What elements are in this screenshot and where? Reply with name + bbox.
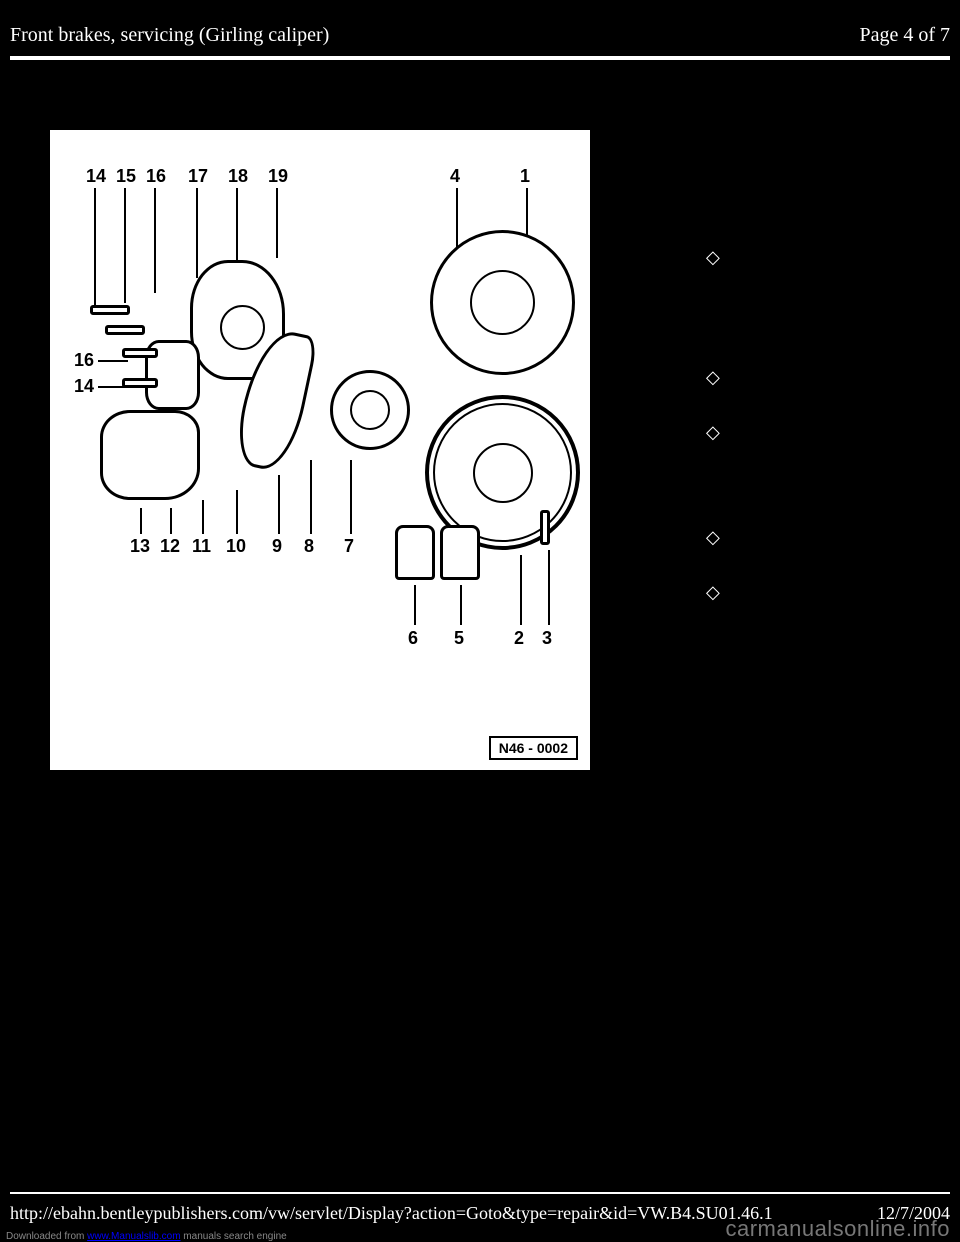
fig-num-15: 15 [116, 166, 136, 187]
screw [540, 510, 550, 545]
bolt [122, 378, 158, 388]
header-page: Page 4 of 7 [859, 24, 950, 47]
fig-num-11: 11 [192, 536, 211, 557]
leader [310, 460, 312, 534]
fig-num-1: 1 [520, 166, 530, 187]
figure-inner: 14 15 16 17 18 19 4 1 16 14 [50, 130, 590, 770]
leader [236, 490, 238, 534]
knuckle-hole [220, 305, 265, 350]
figure-panel: 14 15 16 17 18 19 4 1 16 14 [50, 130, 590, 770]
leader [154, 188, 156, 293]
fig-num-16-left: 16 [74, 350, 94, 371]
header-rule [10, 56, 950, 60]
bullet-icon: ◇ [706, 582, 720, 603]
leader [202, 500, 204, 534]
brake-disc-2-hub [473, 443, 533, 503]
leader [460, 585, 462, 625]
fig-num-19: 19 [268, 166, 288, 187]
brake-disc-1-hub [470, 270, 535, 335]
watermark: carmanualsonline.info [725, 1216, 950, 1242]
caliper [100, 410, 200, 500]
fig-num-18: 18 [228, 166, 248, 187]
bolt [105, 325, 145, 335]
leader [520, 555, 522, 625]
fig-num-5: 5 [454, 628, 464, 649]
download-note: Downloaded from www.Manualslib.com manua… [6, 1231, 287, 1242]
fig-num-17: 17 [188, 166, 208, 187]
header-title: Front brakes, servicing (Girling caliper… [10, 24, 329, 47]
fig-num-8: 8 [304, 536, 314, 557]
abs-ring-hub [350, 390, 390, 430]
leader [236, 188, 238, 263]
leader [548, 550, 550, 625]
bullet-icon: ◇ [706, 367, 720, 388]
bullet-icon: ◇ [706, 247, 720, 268]
fig-num-14-left: 14 [74, 376, 94, 397]
fig-num-2: 2 [514, 628, 524, 649]
footer-rule [10, 1192, 950, 1194]
fig-num-13: 13 [130, 536, 150, 557]
leader [94, 188, 96, 308]
bullet-icon: ◇ [706, 527, 720, 548]
download-prefix: Downloaded from [6, 1231, 87, 1242]
leader [170, 508, 172, 534]
bolt [122, 348, 158, 358]
fig-num-14-top: 14 [86, 166, 106, 187]
leader [456, 188, 458, 248]
leader [414, 585, 416, 625]
fig-num-3: 3 [542, 628, 552, 649]
brake-pad-outer [395, 525, 435, 580]
footer-url: http://ebahn.bentleypublishers.com/vw/se… [10, 1203, 773, 1224]
leader [98, 360, 128, 362]
brake-pad-inner [440, 525, 480, 580]
leader [276, 188, 278, 258]
fig-num-6: 6 [408, 628, 418, 649]
download-suffix: manuals search engine [181, 1231, 287, 1242]
bullet-icon: ◇ [706, 422, 720, 443]
page: Front brakes, servicing (Girling caliper… [0, 0, 960, 1242]
leader [124, 188, 126, 303]
leader [140, 508, 142, 534]
fig-num-4: 4 [450, 166, 460, 187]
leader [278, 475, 280, 534]
leader [350, 460, 352, 534]
fig-num-10: 10 [226, 536, 246, 557]
download-link[interactable]: www.Manualslib.com [87, 1231, 180, 1242]
fig-num-16-top: 16 [146, 166, 166, 187]
fig-num-12: 12 [160, 536, 180, 557]
fig-num-9: 9 [272, 536, 282, 557]
bolt [90, 305, 130, 315]
header: Front brakes, servicing (Girling caliper… [10, 24, 950, 47]
fig-num-7: 7 [344, 536, 354, 557]
figure-caption: N46 - 0002 [489, 736, 578, 760]
leader [196, 188, 198, 278]
